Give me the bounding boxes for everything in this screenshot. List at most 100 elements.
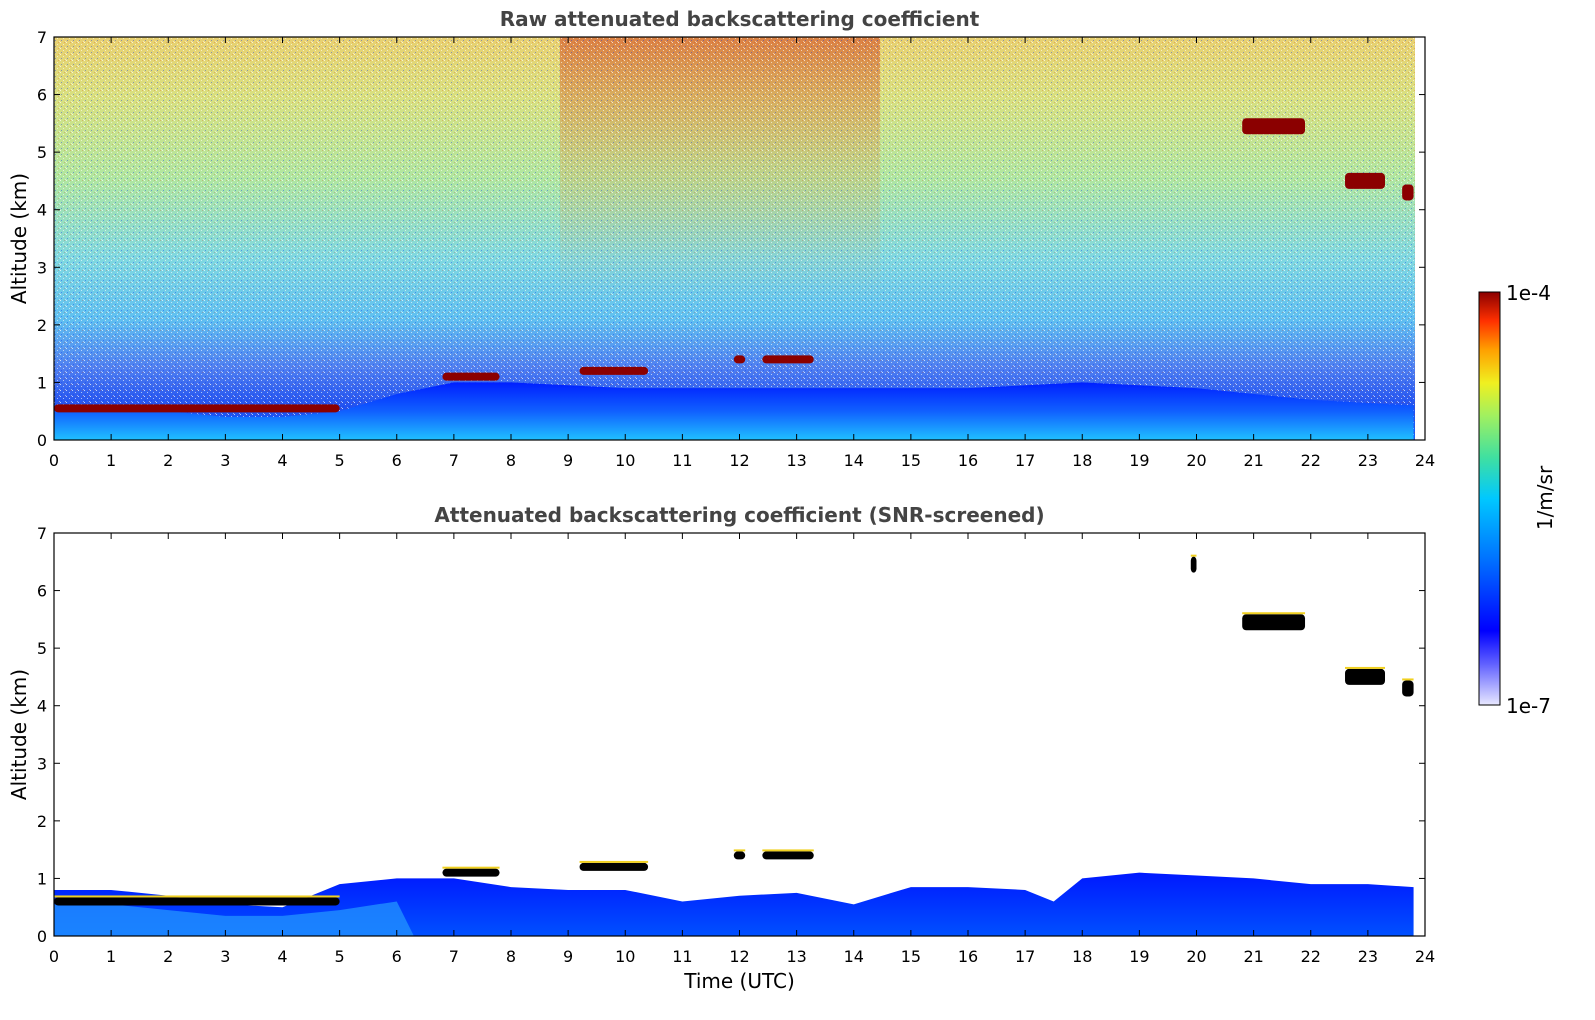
y-tick-label: 5 xyxy=(37,639,47,658)
cloud-layer xyxy=(579,366,649,375)
y-tick-label: 6 xyxy=(37,582,47,601)
x-tick-label: 16 xyxy=(958,451,978,470)
x-tick-label: 5 xyxy=(335,451,345,470)
panel1-title: Raw attenuated backscattering coefficien… xyxy=(500,7,980,31)
x-tick-label: 2 xyxy=(163,451,173,470)
x-tick-label: 6 xyxy=(392,451,402,470)
cloud-layer xyxy=(54,404,340,413)
colorbar-min-label: 1e-7 xyxy=(1506,694,1551,718)
x-tick-label: 11 xyxy=(672,451,692,470)
screened-boundary-layer-surface xyxy=(54,901,414,936)
x-tick-label: 22 xyxy=(1301,947,1321,966)
x-tick-label: 18 xyxy=(1072,947,1092,966)
panel2-ylabel: Altitude (km) xyxy=(7,669,31,800)
x-tick-label: 12 xyxy=(729,451,749,470)
x-tick-label: 2 xyxy=(163,947,173,966)
x-tick-label: 13 xyxy=(786,947,806,966)
cloud-layer xyxy=(1402,184,1414,201)
cloud-layer xyxy=(1345,172,1386,189)
x-tick-label: 0 xyxy=(49,947,59,966)
x-tick-label: 8 xyxy=(506,947,516,966)
y-tick-label: 0 xyxy=(37,431,47,450)
y-tick-label: 6 xyxy=(37,86,47,105)
cloud-edge xyxy=(1242,612,1306,615)
x-tick-label: 4 xyxy=(277,947,287,966)
x-tick-label: 6 xyxy=(392,947,402,966)
x-tick-label: 14 xyxy=(844,451,864,470)
x-tick-label: 7 xyxy=(449,947,459,966)
panel1-ylabel: Altitude (km) xyxy=(7,173,31,304)
cloud-layer xyxy=(54,897,340,906)
x-tick-label: 15 xyxy=(901,451,921,470)
cloud-layer xyxy=(1345,668,1386,685)
colorbar-unit-label: 1/m/sr xyxy=(1533,465,1557,530)
x-tick-label: 23 xyxy=(1358,947,1378,966)
y-tick-label: 3 xyxy=(37,754,47,773)
x-tick-label: 1 xyxy=(106,451,116,470)
cloud-edge xyxy=(762,849,814,852)
cloud-layer xyxy=(1190,556,1197,573)
x-tick-label: 15 xyxy=(901,947,921,966)
panel2-frame xyxy=(53,532,1426,937)
x-tick-label: 20 xyxy=(1186,947,1206,966)
panel2-title: Attenuated backscattering coefficient (S… xyxy=(434,503,1044,527)
x-tick-label: 17 xyxy=(1015,451,1035,470)
cloud-layer xyxy=(442,372,500,381)
x-tick-label: 14 xyxy=(844,947,864,966)
cloud-edge xyxy=(733,849,746,852)
y-tick-label: 4 xyxy=(37,201,47,220)
cloud-edge xyxy=(54,895,340,898)
x-tick-label: 18 xyxy=(1072,451,1092,470)
raw-noise-texture xyxy=(54,37,1415,440)
colorbar-gradient xyxy=(1478,291,1501,706)
cloud-edge xyxy=(1345,666,1386,669)
x-tick-label: 21 xyxy=(1243,451,1263,470)
x-tick-label: 0 xyxy=(49,451,59,470)
cloud-layer xyxy=(762,355,814,364)
y-tick-label: 5 xyxy=(37,143,47,162)
x-tick-label: 24 xyxy=(1415,947,1435,966)
x-tick-label: 20 xyxy=(1186,451,1206,470)
snr-screened-panel: Attenuated backscattering coefficient (S… xyxy=(7,503,1435,993)
cloud-edge xyxy=(1190,554,1197,557)
cloud-layer xyxy=(762,851,814,860)
cloud-layer xyxy=(1242,118,1306,135)
y-tick-label: 7 xyxy=(37,524,47,543)
cloud-layer xyxy=(1242,614,1306,631)
x-tick-label: 7 xyxy=(449,451,459,470)
x-tick-label: 1 xyxy=(106,947,116,966)
colorbar-max-label: 1e-4 xyxy=(1506,281,1551,305)
cloud-layer xyxy=(579,862,649,871)
x-tick-label: 9 xyxy=(563,451,573,470)
cloud-layer xyxy=(1402,680,1414,697)
x-tick-label: 17 xyxy=(1015,947,1035,966)
y-tick-label: 7 xyxy=(37,28,47,47)
x-tick-label: 5 xyxy=(335,947,345,966)
x-tick-label: 23 xyxy=(1358,451,1378,470)
x-tick-label: 10 xyxy=(615,947,635,966)
panel2-xlabel: Time (UTC) xyxy=(683,969,795,993)
x-tick-label: 19 xyxy=(1129,947,1149,966)
colorbar: 1e-4 1e-7 1/m/sr xyxy=(1478,281,1557,718)
x-tick-label: 11 xyxy=(672,947,692,966)
y-tick-label: 2 xyxy=(37,812,47,831)
cloud-edge xyxy=(442,866,500,869)
y-tick-label: 2 xyxy=(37,316,47,335)
x-tick-label: 3 xyxy=(220,451,230,470)
cloud-layer xyxy=(442,868,500,877)
cloud-edge xyxy=(1402,678,1414,681)
x-tick-label: 16 xyxy=(958,947,978,966)
x-tick-label: 21 xyxy=(1243,947,1263,966)
x-tick-label: 4 xyxy=(277,451,287,470)
y-tick-label: 0 xyxy=(37,927,47,946)
x-tick-label: 9 xyxy=(563,947,573,966)
raw-backscatter-panel: Raw attenuated backscattering coefficien… xyxy=(7,7,1435,470)
x-tick-label: 24 xyxy=(1415,451,1435,470)
x-tick-label: 8 xyxy=(506,451,516,470)
x-tick-label: 19 xyxy=(1129,451,1149,470)
cloud-layer xyxy=(733,851,746,860)
y-tick-label: 1 xyxy=(37,869,47,888)
y-tick-label: 4 xyxy=(37,697,47,716)
cloud-layer xyxy=(733,355,746,364)
raw-boundary-layer xyxy=(54,382,1414,440)
